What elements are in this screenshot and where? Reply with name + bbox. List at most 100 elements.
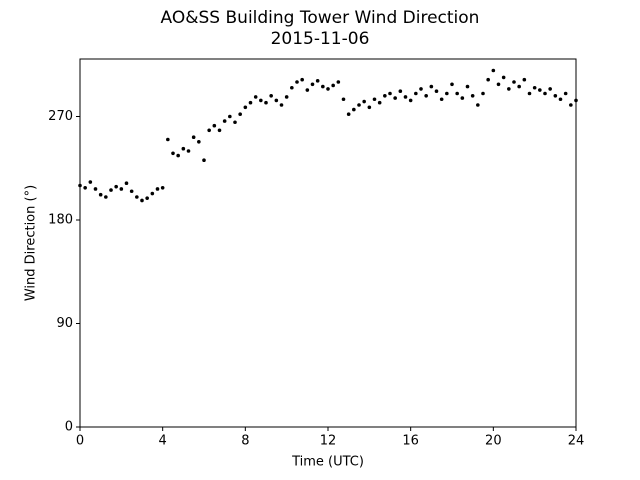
data-point <box>243 105 248 110</box>
y-tick-label: 270 <box>48 109 73 124</box>
data-point <box>352 107 356 112</box>
data-point <box>527 91 532 96</box>
data-point <box>295 80 299 84</box>
data-point <box>326 87 330 91</box>
data-point <box>315 79 320 83</box>
data-point <box>181 146 186 151</box>
data-point <box>233 120 237 125</box>
data-point <box>78 183 82 188</box>
data-point <box>414 91 418 96</box>
data-point <box>445 91 449 96</box>
data-point <box>486 77 490 82</box>
data-point <box>341 97 346 102</box>
x-tick-label: 24 <box>568 434 585 449</box>
data-point <box>507 87 511 91</box>
data-point <box>228 114 232 119</box>
data-point <box>403 95 408 99</box>
data-point <box>321 84 325 89</box>
data-point <box>279 103 284 107</box>
data-point <box>109 188 113 192</box>
data-point <box>135 195 139 199</box>
data-point <box>450 82 454 87</box>
data-point <box>424 94 428 98</box>
data-point <box>470 94 475 98</box>
data-point <box>398 89 403 93</box>
data-point <box>290 85 294 90</box>
data-point <box>388 91 392 96</box>
data-point <box>274 98 279 103</box>
data-point <box>197 140 201 144</box>
x-tick-label: 8 <box>241 434 249 449</box>
data-point <box>538 88 542 92</box>
y-tick-label: 90 <box>56 316 73 331</box>
data-point <box>202 158 206 162</box>
data-point <box>439 97 444 102</box>
data-point <box>553 94 558 98</box>
data-point <box>166 137 170 142</box>
data-point <box>558 97 563 102</box>
data-point <box>253 95 258 99</box>
data-point <box>434 89 439 93</box>
data-point <box>114 184 118 189</box>
data-point <box>212 123 217 128</box>
x-tick-label: 16 <box>402 434 419 449</box>
data-point <box>93 187 98 191</box>
data-point <box>119 187 124 191</box>
data-point <box>207 128 211 133</box>
chart-title: AO&SS Building Tower Wind Direction <box>161 8 480 28</box>
data-point <box>264 100 268 105</box>
data-point <box>569 103 573 107</box>
x-tick-label: 4 <box>159 434 167 449</box>
data-point <box>305 88 310 92</box>
data-point <box>300 77 304 82</box>
data-point <box>501 75 506 80</box>
data-point <box>129 189 134 194</box>
data-point <box>346 112 351 116</box>
data-point <box>383 94 387 98</box>
data-point <box>155 187 160 191</box>
data-point <box>362 99 366 104</box>
data-point <box>512 80 516 84</box>
data-point <box>284 95 289 99</box>
data-point <box>171 151 175 156</box>
data-point <box>176 153 180 158</box>
data-point <box>259 98 263 103</box>
data-point <box>548 87 552 91</box>
data-point <box>481 91 485 96</box>
data-point <box>186 149 191 153</box>
data-point <box>336 80 341 84</box>
data-point <box>419 87 423 91</box>
data-point <box>476 103 480 107</box>
data-point <box>532 85 537 90</box>
data-point <box>269 94 273 98</box>
chart-subtitle: 2015-11-06 <box>271 29 370 49</box>
x-axis-label: Time (UTC) <box>291 455 364 470</box>
data-point <box>191 135 196 139</box>
data-point <box>465 84 470 89</box>
data-point <box>140 198 144 203</box>
data-point <box>517 84 521 89</box>
data-point <box>145 196 149 200</box>
data-point <box>238 112 242 116</box>
data-point <box>88 180 93 184</box>
data-point <box>98 192 103 197</box>
data-point <box>460 96 465 100</box>
data-point <box>563 91 568 96</box>
data-point <box>357 103 361 107</box>
data-point <box>408 98 413 103</box>
data-point <box>310 82 315 87</box>
data-point <box>83 186 87 190</box>
data-point <box>574 98 578 103</box>
data-point <box>222 119 227 123</box>
data-point <box>455 91 459 96</box>
data-point <box>377 100 382 105</box>
x-tick-label: 12 <box>320 434 337 449</box>
y-tick-label: 180 <box>48 213 73 228</box>
data-point <box>522 77 527 82</box>
data-point <box>393 96 397 100</box>
data-point <box>150 191 155 196</box>
y-tick-label: 0 <box>65 420 73 435</box>
data-point <box>429 84 434 89</box>
x-tick-label: 20 <box>485 434 502 449</box>
